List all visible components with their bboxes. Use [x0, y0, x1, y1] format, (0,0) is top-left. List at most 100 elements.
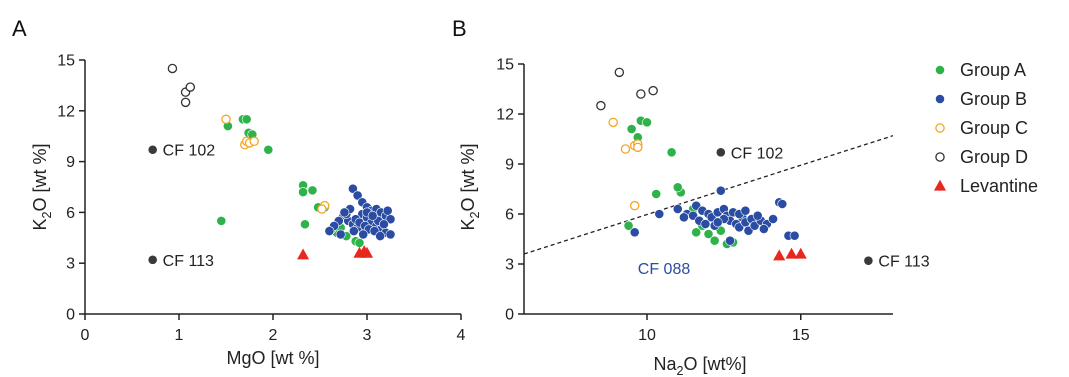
panel-a-group-b-point: [358, 229, 369, 240]
panel-a-y-axis-label-sub: 2: [40, 211, 54, 218]
panel-b-group-b-point: [654, 209, 665, 219]
panel-a-y-axis-label-main: K: [30, 219, 50, 231]
panel-b-group-a-point: [691, 227, 702, 238]
panel-b-y-tick-label: 0: [505, 307, 514, 324]
panel-a-group-b-point: [348, 226, 359, 236]
panel-a-y-tick-label: 12: [57, 103, 75, 120]
panel-b-reference-point: [715, 147, 726, 158]
panel-b-annotation: CF 102: [731, 145, 784, 162]
panel-a-group-b-point: [382, 205, 393, 216]
panel-b-y-axis-label: K2O [wt %]: [458, 143, 482, 230]
panel-a-group-b-point: [367, 210, 378, 221]
panel-b-group-b-point: [712, 217, 723, 228]
panel-a-label: A: [12, 16, 27, 41]
panel-a-group-a-point: [354, 237, 365, 248]
panel-a-group-b-point: [347, 183, 358, 194]
panel-b-group-b-point: [768, 214, 778, 224]
panel-b-y-tick-label: 6: [505, 207, 514, 224]
panel-b-x-axis-label-main: Na: [653, 354, 677, 374]
panel-b-group-b-point: [777, 199, 788, 209]
panel-a-y-tick-label: 3: [66, 256, 75, 273]
panel-a-x-tick-label: 1: [175, 327, 184, 344]
panel-b-x-tick-label: 10: [638, 327, 656, 344]
panel-b-y-tick-label: 3: [505, 257, 514, 274]
panel-a-y-tick-label: 6: [66, 205, 75, 222]
panel-a-group-d-point: [167, 63, 178, 74]
panel-a-y-tick-label: 15: [57, 53, 75, 70]
panel-a-y-axis-label-rest: O [wt %]: [30, 143, 50, 211]
legend-marker: [935, 123, 945, 133]
legend-label: Levantine: [960, 176, 1038, 196]
panel-b-group-b-point: [715, 185, 726, 196]
panel-b-y-axis-label-main: K: [458, 219, 478, 231]
panel-b-y-tick-label: 12: [496, 107, 514, 124]
panel-b-group-a-point: [623, 220, 634, 231]
panel-a-x-axis-label-main: MgO [wt %]: [226, 348, 319, 368]
panel-b-reference-point: [863, 255, 874, 266]
panel-b-group-b-point: [700, 219, 711, 229]
panel-b-levantine-point: [785, 247, 798, 259]
panel-b-x-tick-label: 15: [792, 327, 810, 344]
legend-marker: [935, 152, 945, 162]
panel-b-group-b-point: [629, 227, 640, 238]
panel-a-group-a-point: [298, 187, 308, 197]
panel-b-group-c-point: [633, 142, 643, 153]
legend-label: Group C: [960, 118, 1028, 138]
panel-a-group-b-point: [339, 207, 350, 218]
panel-b-group-c-point: [629, 200, 640, 211]
panel-a-group-b-point: [335, 229, 346, 240]
panel-b-y-tick-label: 15: [496, 57, 514, 74]
panel-a-x-tick-label: 4: [457, 327, 466, 344]
panel-a-group-a-point: [300, 219, 310, 230]
panel-a-group-c-point: [317, 204, 327, 214]
panel-b-group-d-point: [596, 100, 606, 111]
panel-b-group-b-point: [740, 205, 751, 216]
panel-a-x-tick-label: 2: [269, 327, 278, 344]
panel-a-group-a-point: [241, 114, 252, 125]
legend: Group A Group B Group C Group D Levantine: [933, 60, 1038, 196]
panel-a-levantine-point: [297, 248, 310, 260]
panel-b-group-a-point: [709, 235, 720, 246]
panel-a-group-b-point: [352, 190, 363, 201]
panel-b-levantine-point: [794, 247, 807, 259]
panel-b-group-b-point: [789, 230, 800, 241]
legend-marker: [935, 94, 945, 104]
panel-a-levantine-point: [360, 246, 374, 258]
panel-a-x-axis-label: MgO [wt %]: [226, 348, 319, 368]
panel-a-reference-point: [147, 254, 158, 265]
panel-a-group-d-point: [180, 97, 191, 108]
panel-a-group-d-point: [185, 82, 196, 92]
legend-marker: [933, 179, 947, 191]
panel-b-group-a-point: [626, 124, 637, 134]
panel-a-group-a-point: [307, 185, 318, 196]
legend-label: Group A: [960, 60, 1026, 80]
panel-b-group-a-point: [651, 189, 662, 199]
panel-b-label: B: [452, 16, 467, 41]
panel-a-reference-point: [147, 144, 158, 155]
panel-b-x-axis-label-rest: O [wt%]: [684, 354, 747, 374]
legend-label: Group B: [960, 89, 1027, 109]
panel-b-y-axis-label-sub: 2: [468, 211, 482, 218]
panel-b-group-b-point: [679, 212, 689, 223]
panel-b-x-axis-label: Na2O [wt%]: [653, 354, 746, 377]
panel-a-group-c-point: [221, 114, 231, 125]
panel-b-group-a-point: [666, 147, 677, 158]
panel-a-group-c-point: [249, 136, 259, 147]
panel-b-group-d-point: [614, 67, 625, 78]
panel-a-group-a-point: [216, 215, 227, 226]
panel-a-group-b-point: [375, 231, 386, 242]
panel-b-group-c-point: [620, 144, 631, 154]
panel-b-annotation: CF 088: [638, 261, 691, 278]
panel-a-group-b-point: [385, 229, 396, 240]
panel-b-group-a-point: [642, 117, 652, 128]
panel-a-group-b-point: [379, 219, 389, 230]
panel-b-group-c-point: [608, 117, 618, 128]
panel-a-x-tick-label: 0: [81, 327, 90, 344]
panel-a-annotation: CF 113: [163, 253, 214, 270]
panel-b-group-a-point: [672, 182, 683, 193]
panel-b-levantine-point: [773, 249, 786, 261]
panel-b-y-tick-label: 9: [505, 157, 514, 174]
